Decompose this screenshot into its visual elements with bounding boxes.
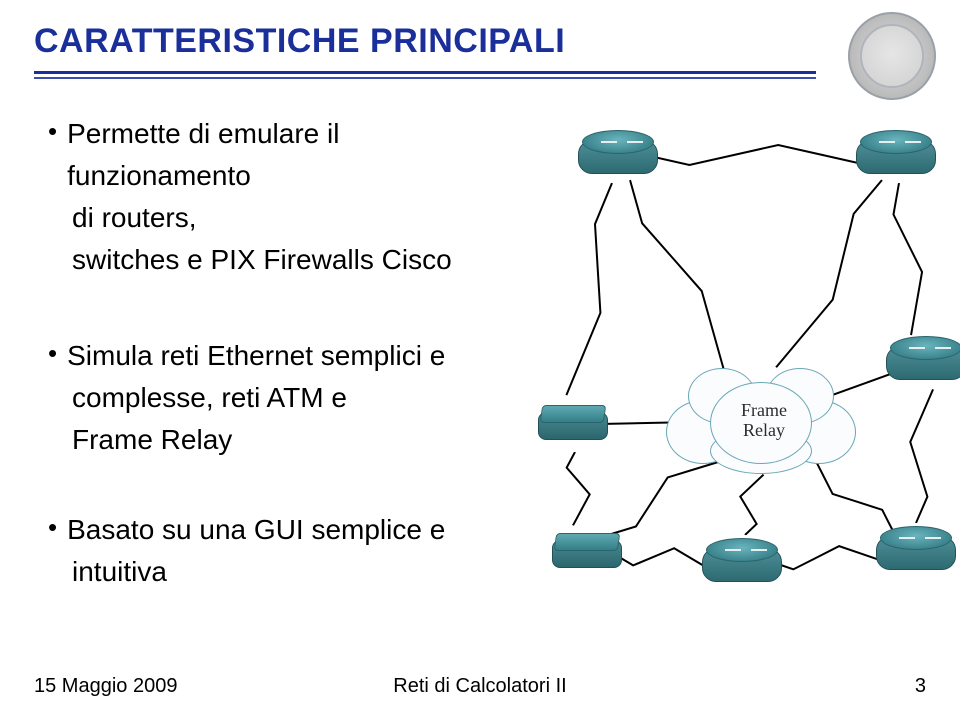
- bullet-text: Basato su una GUI semplice e: [67, 509, 445, 551]
- bullet-dot-icon: •: [48, 113, 57, 149]
- switch-icon: [552, 530, 620, 574]
- bullet-dot-icon: •: [48, 509, 57, 545]
- bullet-text: switches e PIX Firewalls Cisco: [72, 239, 502, 281]
- bullet-text: Simula reti Ethernet semplici e: [67, 335, 445, 377]
- link-bolt: [620, 174, 746, 379]
- router-icon: [856, 130, 934, 180]
- link-bolt: [733, 471, 765, 537]
- bullet-text: intuitiva: [72, 551, 502, 593]
- router-icon: [876, 526, 954, 576]
- bullet-text: complesse, reti ATM e: [72, 377, 502, 419]
- bullet-dot-icon: •: [48, 335, 57, 371]
- link-bolt: [887, 181, 933, 336]
- bullet-text: di routers,: [72, 197, 502, 239]
- router-icon: [578, 130, 656, 180]
- link-bolt: [904, 388, 935, 524]
- frame-relay-cloud-icon: FrameRelay: [666, 360, 856, 480]
- bullet-text: Permette di emulare il funzionamento: [67, 113, 497, 197]
- switch-icon: [538, 402, 606, 446]
- title-underline: [34, 71, 816, 79]
- cloud-label: FrameRelay: [724, 400, 804, 440]
- slide: CARATTERISTICHE PRINCIPALI • Permette di…: [0, 0, 960, 712]
- link-bolt: [563, 451, 595, 526]
- footer-title: Reti di Calcolatori II: [331, 675, 628, 698]
- router-icon: [702, 538, 780, 588]
- slide-title: CARATTERISTICHE PRINCIPALI: [34, 22, 926, 61]
- slide-footer: 15 Maggio 2009 Reti di Calcolatori II 3: [34, 675, 926, 698]
- footer-date: 15 Maggio 2009: [34, 675, 331, 698]
- footer-page-number: 3: [629, 675, 926, 698]
- link-bolt: [613, 542, 714, 573]
- link-bolt: [768, 541, 888, 573]
- bullet-text: Frame Relay: [72, 419, 502, 461]
- router-icon: [886, 336, 960, 386]
- network-diagram: FrameRelay: [536, 120, 960, 600]
- university-seal-icon: [848, 12, 932, 96]
- link-bolt: [645, 143, 867, 167]
- link-bolt: [565, 181, 624, 399]
- link-bolt: [775, 175, 893, 378]
